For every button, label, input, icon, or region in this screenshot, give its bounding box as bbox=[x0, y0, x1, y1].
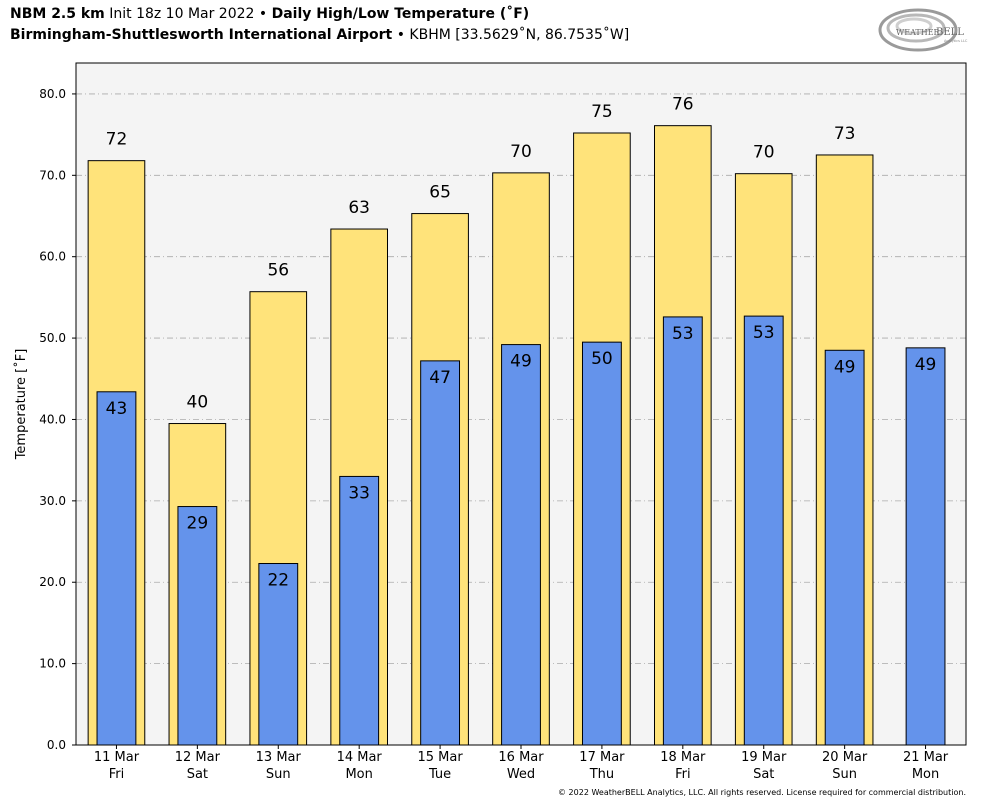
x-tick-label-date: 18 Mar bbox=[660, 750, 706, 765]
x-tick-label-day: Sun bbox=[832, 767, 857, 782]
axes: 0.0 10.0 20.0 30.0 40.0 50.0 60.0 70.0 80.0 11 Ma… bbox=[39, 87, 949, 782]
x-tick-label-day: Sun bbox=[266, 767, 291, 782]
logo-text-weather: WEATHER bbox=[896, 28, 941, 37]
low-value-label: 50 bbox=[591, 349, 613, 369]
x-tick-label-date: 19 Mar bbox=[741, 750, 787, 765]
x-tick-label-day: Wed bbox=[507, 767, 535, 782]
high-value-label: 72 bbox=[106, 130, 128, 150]
x-tick-label-day: Thu bbox=[589, 767, 614, 782]
low-value-label: 33 bbox=[348, 483, 370, 503]
low-bar bbox=[339, 475, 380, 746]
location-line: Birmingham-Shuttlesworth International A… bbox=[10, 27, 629, 43]
location-name: Birmingham-Shuttlesworth International A… bbox=[10, 27, 393, 43]
low-value-label: 29 bbox=[187, 514, 209, 534]
data-labels: 72 40 56 63 65 70 75 76 70 73 43 29 22 33 47 49 50 53 53 49… bbox=[106, 95, 937, 591]
low-value-label: 22 bbox=[267, 571, 289, 591]
low-bar bbox=[662, 316, 703, 746]
x-tick-label-date: 16 Mar bbox=[498, 750, 544, 765]
x-tick-label-day: Sat bbox=[187, 767, 208, 782]
x-tick-label-day: Tue bbox=[428, 767, 451, 782]
low-bar bbox=[905, 347, 946, 746]
chart-title-line: NBM 2.5 km Init 18z 10 Mar 2022 • Daily … bbox=[10, 6, 529, 22]
x-tick-label-date: 14 Mar bbox=[337, 750, 383, 765]
y-tick-label: 20.0 bbox=[39, 575, 66, 589]
copyright-footer: © 2022 WeatherBELL Analytics, LLC. All r… bbox=[558, 788, 966, 797]
x-tick-label-date: 15 Mar bbox=[417, 750, 463, 765]
low-value-label: 53 bbox=[753, 323, 775, 343]
low-value-label: 49 bbox=[510, 352, 532, 372]
high-value-label: 65 bbox=[429, 183, 451, 203]
model-name: NBM 2.5 km bbox=[10, 6, 105, 22]
logo-text-analytics: Analytics LLC bbox=[944, 39, 968, 43]
title-separator: • bbox=[258, 6, 268, 22]
y-tick-label: 70.0 bbox=[39, 168, 66, 182]
low-bar bbox=[824, 349, 865, 746]
y-tick-label: 40.0 bbox=[39, 412, 66, 426]
high-value-label: 70 bbox=[510, 142, 532, 162]
high-value-label: 63 bbox=[348, 198, 370, 218]
low-bar bbox=[96, 391, 137, 746]
low-value-label: 43 bbox=[106, 399, 128, 419]
y-tick-label: 0.0 bbox=[47, 738, 66, 752]
y-tick-label: 10.0 bbox=[39, 657, 66, 671]
x-tick-label-date: 11 Mar bbox=[94, 750, 140, 765]
high-value-label: 75 bbox=[591, 102, 613, 122]
low-value-label: 53 bbox=[672, 324, 694, 344]
x-tick-label-day: Fri bbox=[109, 767, 125, 782]
x-tick-label-date: 12 Mar bbox=[175, 750, 221, 765]
logo-text-bell: BELL bbox=[936, 27, 964, 38]
weatherbell-logo: WEATHER BELL Analytics LLC bbox=[878, 8, 968, 52]
low-value-label: 49 bbox=[834, 357, 856, 377]
x-tick-label-date: 21 Mar bbox=[903, 750, 949, 765]
y-axis-label: Temperature [˚F] bbox=[13, 349, 29, 461]
x-tick-label-day: Mon bbox=[912, 767, 939, 782]
bars bbox=[87, 125, 946, 746]
x-tick-label-day: Mon bbox=[345, 767, 372, 782]
high-value-label: 73 bbox=[834, 124, 856, 144]
location-separator: • bbox=[396, 27, 405, 43]
high-value-label: 56 bbox=[267, 261, 289, 281]
high-value-label: 70 bbox=[753, 143, 775, 163]
y-tick-label: 60.0 bbox=[39, 250, 66, 264]
station-info: KBHM [33.5629˚N, 86.7535˚W] bbox=[409, 27, 630, 43]
product-title: Daily High/Low Temperature (˚F) bbox=[271, 6, 530, 22]
init-time: Init 18z 10 Mar 2022 bbox=[109, 6, 255, 22]
low-value-label: 49 bbox=[915, 355, 937, 375]
high-value-label: 76 bbox=[672, 95, 694, 115]
low-bar bbox=[420, 360, 461, 746]
y-tick-label: 50.0 bbox=[39, 331, 66, 345]
low-bar bbox=[581, 341, 622, 746]
low-value-label: 47 bbox=[429, 368, 451, 388]
low-bar bbox=[743, 315, 784, 746]
x-tick-label-date: 17 Mar bbox=[579, 750, 625, 765]
x-tick-label-day: Fri bbox=[675, 767, 691, 782]
x-tick-label-date: 13 Mar bbox=[256, 750, 302, 765]
y-tick-label: 30.0 bbox=[39, 494, 66, 508]
low-bar bbox=[177, 506, 218, 746]
y-tick-label: 80.0 bbox=[39, 87, 66, 101]
high-value-label: 40 bbox=[187, 393, 209, 413]
x-tick-label-day: Sat bbox=[753, 767, 774, 782]
x-tick-label-date: 20 Mar bbox=[822, 750, 868, 765]
low-bar bbox=[258, 563, 299, 746]
low-bar bbox=[501, 344, 541, 746]
